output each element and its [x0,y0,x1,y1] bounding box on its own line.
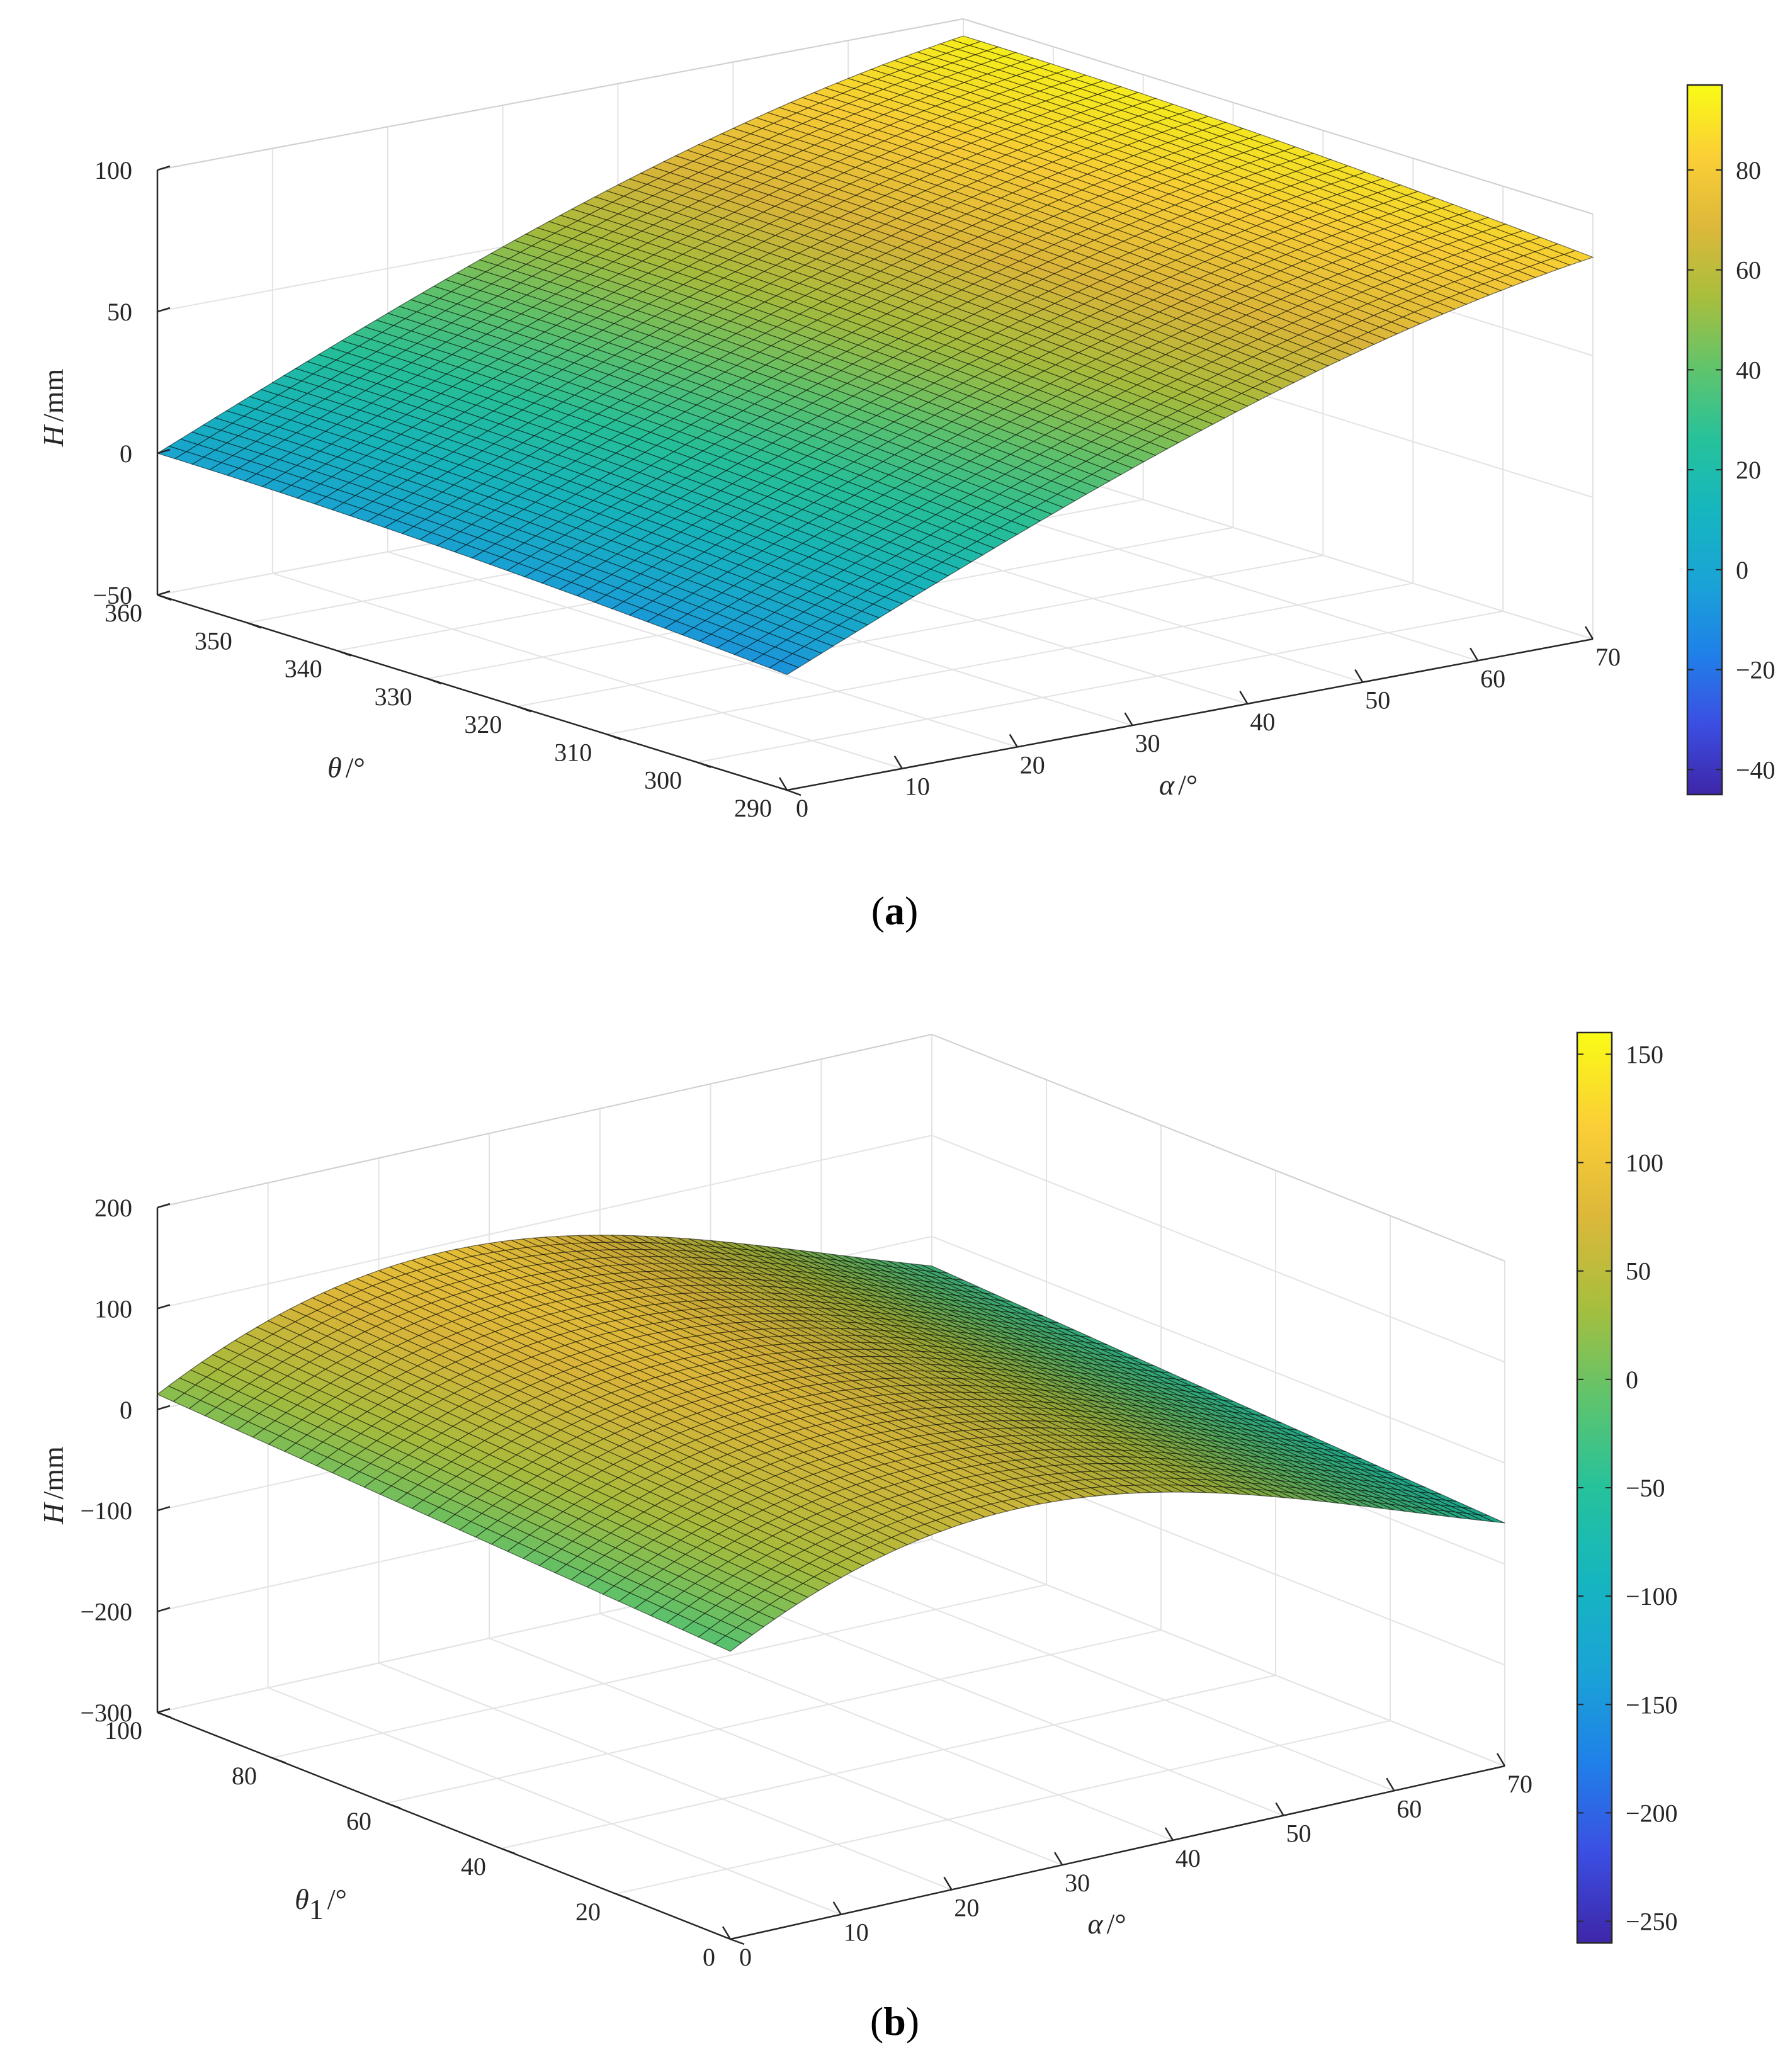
z-axis-label: H/mm [37,368,69,447]
y-tick-mark [247,623,261,628]
axes-box-edge [157,1034,932,1208]
axes-group-b: 0102030405060701008060402002001000−100−2… [37,1034,1532,1971]
colorbar-tick-label: 40 [1736,356,1761,384]
colorbar-tick-label: 80 [1736,156,1761,184]
colorbar-tick-label: −20 [1736,656,1776,684]
x-tick-label: 40 [1250,708,1275,736]
y-tick-mark [428,679,441,684]
z-tick-label: 0 [120,439,132,468]
caption-close-paren: ) [905,888,918,933]
side-wall-grid-line [932,1539,1505,1766]
colorbar-tick-label: 20 [1736,456,1761,484]
x-tick-label: 20 [1020,750,1045,779]
x-tick-label: 10 [905,773,930,801]
y-tick-label: 330 [375,682,412,711]
floor-grid-line [616,1721,1390,1894]
y-tick-label: 310 [554,738,592,766]
z-tick-label: 50 [107,298,132,326]
y-axis-label: θ/° [327,752,365,784]
axes-group-a: 0102030405060703603503403303203103002901… [37,19,1621,822]
surface-mesh-b [157,1235,1505,1651]
axes-box-edge [932,1034,1505,1261]
z-axis-label-unit: /mm [37,368,69,422]
x-axis-label: α/° [1159,769,1198,801]
panel-caption: (a) [871,888,919,933]
x-tick-label: 30 [1135,729,1160,757]
y-tick-mark [337,651,351,656]
x-axis-label-unit: /° [1178,769,1198,801]
y-tick-label: 290 [734,794,772,822]
caption-letter: a [885,888,905,933]
x-tick-label: 70 [1595,643,1621,671]
colorbar-bar [1687,85,1722,795]
y-tick-mark [697,762,711,767]
caption-open-paren: ( [871,888,885,933]
y-tick-mark [787,790,801,795]
floor-grid-line [387,1630,1161,1803]
y-tick-mark [607,734,621,739]
x-tick-label: 50 [1365,686,1390,715]
y-axis-label-unit: /° [346,752,365,784]
floor-grid-line [711,1589,1284,1816]
floor-grid-line [489,1638,1062,1865]
z-tick-label: 100 [94,156,132,184]
floor-grid-line [268,1688,841,1915]
z-tick-label: −50 [93,581,132,609]
y-tick-label: 350 [195,626,232,655]
colorbar-tick-label: 0 [1736,556,1748,584]
y-tick-label: 320 [464,710,502,739]
floor-grid-line [501,1675,1276,1848]
colorbar-tick-label: 60 [1736,256,1761,285]
surface-mesh-a [157,36,1593,674]
floor-grid-line [600,1614,1173,1840]
y-tick-mark [517,706,531,711]
floor-grid-line [821,1564,1394,1791]
colorbar-a: 80 60 40 20 0 −20 −40 [1687,85,1776,795]
y-tick-mark [157,595,171,600]
y-tick-label: 300 [644,766,682,795]
x-tick-label: 60 [1480,664,1505,693]
surface-plot-a: 0102030405060703603503403303203103002901… [0,0,1790,1020]
z-axis-label-var: H [37,424,69,447]
colorbar-tick-label: −40 [1736,756,1776,784]
surface-plot-b: 0102030405060701008060402002001000−100−2… [0,1020,1790,2069]
y-tick-label: 340 [285,655,322,683]
x-tick-label: 0 [796,794,808,822]
y-axis-label-var: θ [327,752,342,784]
x-axis-line [787,639,1593,790]
x-axis-label-var: α [1159,769,1175,801]
